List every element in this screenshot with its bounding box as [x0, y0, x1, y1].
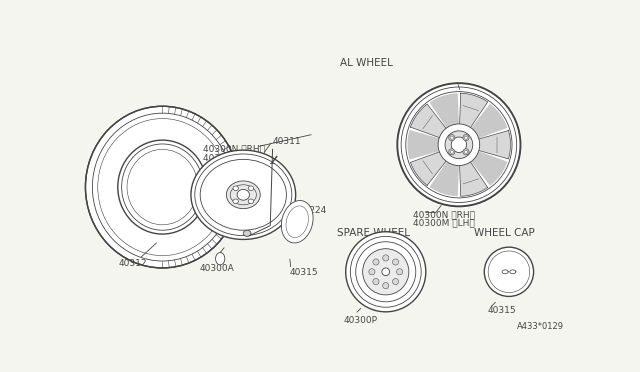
Ellipse shape: [438, 124, 480, 166]
Polygon shape: [472, 105, 507, 138]
Ellipse shape: [233, 199, 238, 203]
Ellipse shape: [363, 249, 409, 295]
Ellipse shape: [233, 186, 238, 190]
Polygon shape: [410, 104, 447, 138]
Ellipse shape: [383, 283, 389, 289]
Ellipse shape: [449, 135, 455, 141]
Ellipse shape: [451, 136, 453, 139]
Text: 40315: 40315: [289, 268, 318, 277]
Ellipse shape: [369, 269, 375, 275]
Text: 40300M 〈LH〉: 40300M 〈LH〉: [413, 218, 474, 227]
Ellipse shape: [382, 268, 390, 276]
Ellipse shape: [248, 186, 253, 190]
Polygon shape: [478, 131, 511, 159]
Text: SPARE WHEEL: SPARE WHEEL: [337, 228, 410, 238]
Polygon shape: [431, 94, 458, 128]
Ellipse shape: [451, 150, 453, 153]
Text: 40224: 40224: [299, 206, 327, 215]
Ellipse shape: [463, 135, 469, 141]
Ellipse shape: [227, 181, 260, 209]
Text: WHEEL CAP: WHEEL CAP: [474, 228, 535, 238]
Text: 40311: 40311: [273, 137, 301, 146]
Ellipse shape: [383, 255, 389, 261]
Ellipse shape: [373, 259, 379, 265]
Polygon shape: [408, 131, 439, 159]
Ellipse shape: [346, 232, 426, 312]
Text: A433*0129: A433*0129: [516, 322, 564, 331]
Ellipse shape: [243, 230, 251, 236]
Text: 40300M 〈LH〉: 40300M 〈LH〉: [204, 153, 265, 162]
Text: 40300N 〈RH〉: 40300N 〈RH〉: [204, 145, 265, 154]
Polygon shape: [410, 151, 447, 185]
Ellipse shape: [397, 269, 403, 275]
Ellipse shape: [118, 140, 207, 234]
Polygon shape: [472, 152, 507, 185]
Ellipse shape: [373, 279, 379, 285]
Text: 40315: 40315: [488, 307, 516, 315]
Ellipse shape: [237, 189, 250, 200]
Text: 40312: 40312: [118, 259, 147, 268]
Ellipse shape: [396, 81, 522, 208]
Text: 40300A: 40300A: [200, 264, 234, 273]
Ellipse shape: [445, 131, 473, 158]
Polygon shape: [431, 162, 458, 196]
Polygon shape: [460, 161, 488, 196]
Ellipse shape: [392, 279, 399, 285]
Ellipse shape: [484, 247, 534, 296]
Ellipse shape: [191, 150, 296, 240]
Ellipse shape: [86, 106, 239, 268]
Ellipse shape: [463, 149, 469, 155]
Ellipse shape: [216, 253, 225, 265]
Ellipse shape: [449, 149, 455, 155]
Ellipse shape: [392, 259, 399, 265]
Text: 40300P: 40300P: [344, 317, 378, 326]
Polygon shape: [460, 93, 488, 128]
Text: 40300P: 40300P: [204, 162, 237, 171]
Ellipse shape: [282, 201, 313, 243]
Ellipse shape: [248, 199, 253, 203]
Text: AL WHEEL: AL WHEEL: [340, 58, 392, 68]
Ellipse shape: [465, 136, 467, 139]
Text: 40300N 〈RH〉: 40300N 〈RH〉: [413, 210, 475, 219]
Ellipse shape: [465, 150, 467, 153]
Ellipse shape: [451, 137, 467, 153]
